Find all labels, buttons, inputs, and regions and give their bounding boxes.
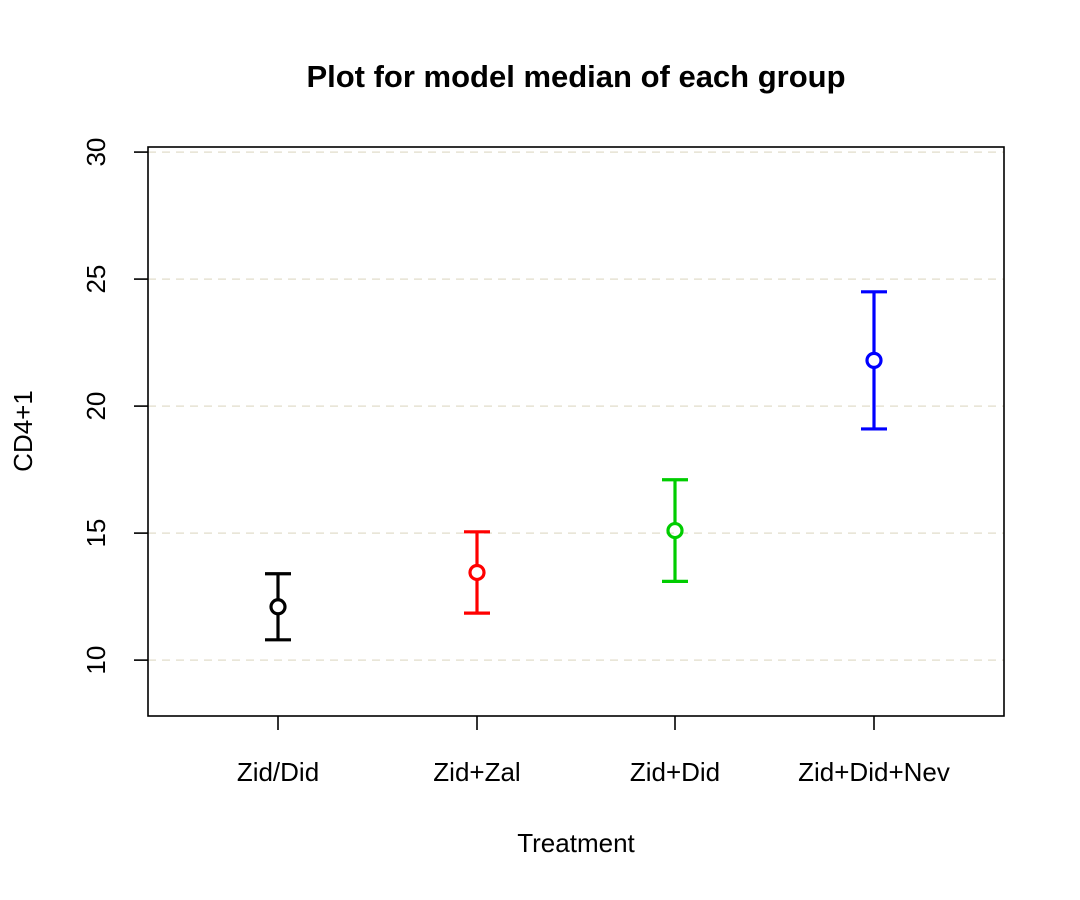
y-tick-label: 25 bbox=[81, 265, 111, 294]
plot-frame bbox=[147, 146, 1005, 717]
grid-lines bbox=[148, 151, 1004, 661]
median-point bbox=[666, 521, 684, 540]
x-axis: Zid/Did Zid+Zal Zid+Did Zid+Did+Nev bbox=[237, 716, 950, 787]
x-tick-label: Zid/Did bbox=[237, 757, 319, 787]
error-bar-group bbox=[464, 530, 490, 615]
error-bar-group bbox=[662, 478, 688, 583]
chart-title: Plot for model median of each group bbox=[306, 59, 845, 94]
y-axis-label: CD4+1 bbox=[8, 390, 38, 472]
error-bar-group bbox=[265, 572, 291, 642]
x-tick-label: Zid+Did+Nev bbox=[798, 757, 950, 787]
x-axis-label: Treatment bbox=[517, 828, 635, 858]
data-marks bbox=[265, 290, 887, 642]
y-tick-label: 15 bbox=[81, 519, 111, 548]
error-bar-group bbox=[861, 290, 887, 431]
y-tick-label: 10 bbox=[81, 646, 111, 675]
y-axis: 10 15 20 25 30 bbox=[81, 138, 148, 675]
x-tick-label: Zid+Did bbox=[630, 757, 720, 787]
median-point bbox=[269, 598, 287, 616]
y-tick-label: 20 bbox=[81, 392, 111, 421]
x-tick-label: Zid+Zal bbox=[433, 757, 520, 787]
y-tick-label: 30 bbox=[81, 138, 111, 167]
median-point bbox=[865, 351, 883, 369]
median-point bbox=[468, 563, 486, 582]
